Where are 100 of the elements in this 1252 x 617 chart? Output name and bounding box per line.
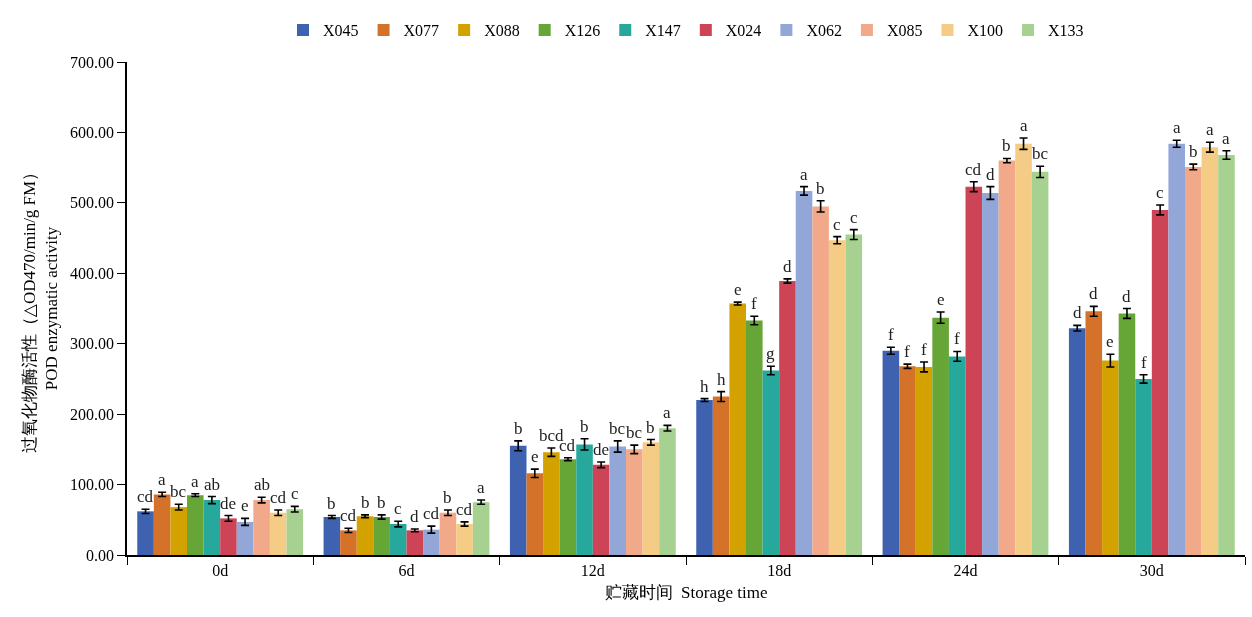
bar (1031, 171, 1049, 555)
bar (626, 449, 643, 555)
data-label: bc (609, 419, 626, 438)
bar (1068, 328, 1086, 555)
y-tick-label: 0.00 (86, 546, 115, 564)
y-tick-label: 600.00 (70, 124, 115, 142)
data-label: a (158, 470, 166, 489)
bar (828, 240, 846, 555)
data-label: d (986, 165, 995, 184)
data-label: b (327, 494, 336, 513)
data-label: b (377, 493, 386, 512)
y-tick-label: 300.00 (70, 335, 115, 353)
data-label: a (1020, 116, 1028, 135)
y-tick-label: 100.00 (70, 476, 115, 494)
bar (609, 446, 626, 555)
x-tick-label: 18d (767, 561, 792, 579)
bar (795, 190, 813, 555)
data-label: b (361, 493, 370, 512)
data-label: f (888, 325, 894, 344)
data-label: f (751, 294, 757, 313)
data-label: e (734, 280, 742, 299)
data-label: cd (456, 500, 473, 519)
bar (1201, 147, 1219, 555)
bar (1015, 143, 1032, 555)
data-label: ab (254, 475, 271, 494)
data-label: e (241, 496, 249, 515)
legend-label: X062 (806, 22, 842, 40)
data-label: de (593, 440, 610, 459)
bar (153, 494, 171, 555)
data-label: cd (965, 160, 982, 179)
bar (576, 444, 593, 555)
bar (137, 511, 154, 555)
data-label: b (580, 417, 589, 436)
data-label: d (1073, 303, 1082, 322)
y-tick-label: 200.00 (70, 405, 115, 423)
data-label: cd (270, 488, 287, 507)
bar (746, 320, 763, 555)
legend-label: X100 (967, 22, 1004, 40)
legend-label: X085 (886, 22, 923, 40)
bar (423, 529, 440, 555)
data-label: cd (423, 504, 440, 523)
data-label: a (477, 478, 485, 497)
legend-label: X147 (645, 22, 681, 40)
bar (696, 400, 713, 555)
legend-label: X024 (725, 22, 762, 40)
bar (1218, 154, 1235, 555)
legend-label: X133 (1048, 22, 1084, 40)
y-axis-title: 过氧化物酶活性（△OD470/min/g FM） POD enzymatic activity (20, 163, 62, 454)
data-label: b (1189, 142, 1198, 161)
data-label: a (663, 403, 671, 422)
data-label: c (394, 499, 402, 518)
bar (762, 370, 780, 555)
bar (472, 502, 490, 555)
data-label: c (833, 215, 841, 234)
data-label: f (921, 340, 927, 359)
y-tick-label: 500.00 (70, 194, 115, 212)
bar (1102, 360, 1119, 555)
data-label: b (514, 419, 523, 438)
data-label: d (1122, 287, 1131, 306)
data-label: c (1156, 183, 1164, 202)
bar (812, 206, 829, 555)
data-label: d (1089, 284, 1098, 303)
bar (642, 442, 660, 555)
data-label: b (443, 488, 452, 507)
bar (286, 509, 304, 555)
x-tick-label: 12d (580, 561, 605, 579)
bar (659, 428, 676, 555)
data-label: a (191, 472, 199, 491)
data-label: ab (204, 475, 221, 494)
x-axis-title: 贮藏时间 Storage time (604, 582, 768, 602)
bar (729, 303, 746, 555)
bar (899, 366, 916, 555)
bar (170, 507, 187, 555)
data-label: a (800, 165, 808, 184)
data-label: bc (1032, 144, 1049, 163)
bar (882, 350, 900, 555)
bar (965, 186, 983, 555)
data-label: bc (170, 482, 187, 501)
bar (915, 366, 933, 555)
data-label: h (717, 370, 726, 389)
bar (389, 524, 407, 555)
bar (1151, 209, 1169, 555)
x-tick-label: 0d (212, 561, 229, 579)
bar (356, 516, 374, 555)
bar (543, 452, 560, 555)
bar (845, 234, 863, 555)
data-label: a (1222, 129, 1230, 148)
bar (1085, 311, 1103, 555)
data-label: e (531, 447, 539, 466)
data-label: e (937, 290, 945, 309)
legend-label: X126 (564, 22, 601, 40)
data-label: c (850, 208, 858, 227)
bar (948, 356, 966, 555)
bar (1168, 143, 1185, 555)
data-label: f (954, 329, 960, 348)
data-label: f (904, 342, 910, 361)
bar (406, 530, 424, 555)
bar (253, 500, 270, 555)
x-tick-label: 24d (953, 561, 978, 579)
data-label: cd (137, 487, 154, 506)
